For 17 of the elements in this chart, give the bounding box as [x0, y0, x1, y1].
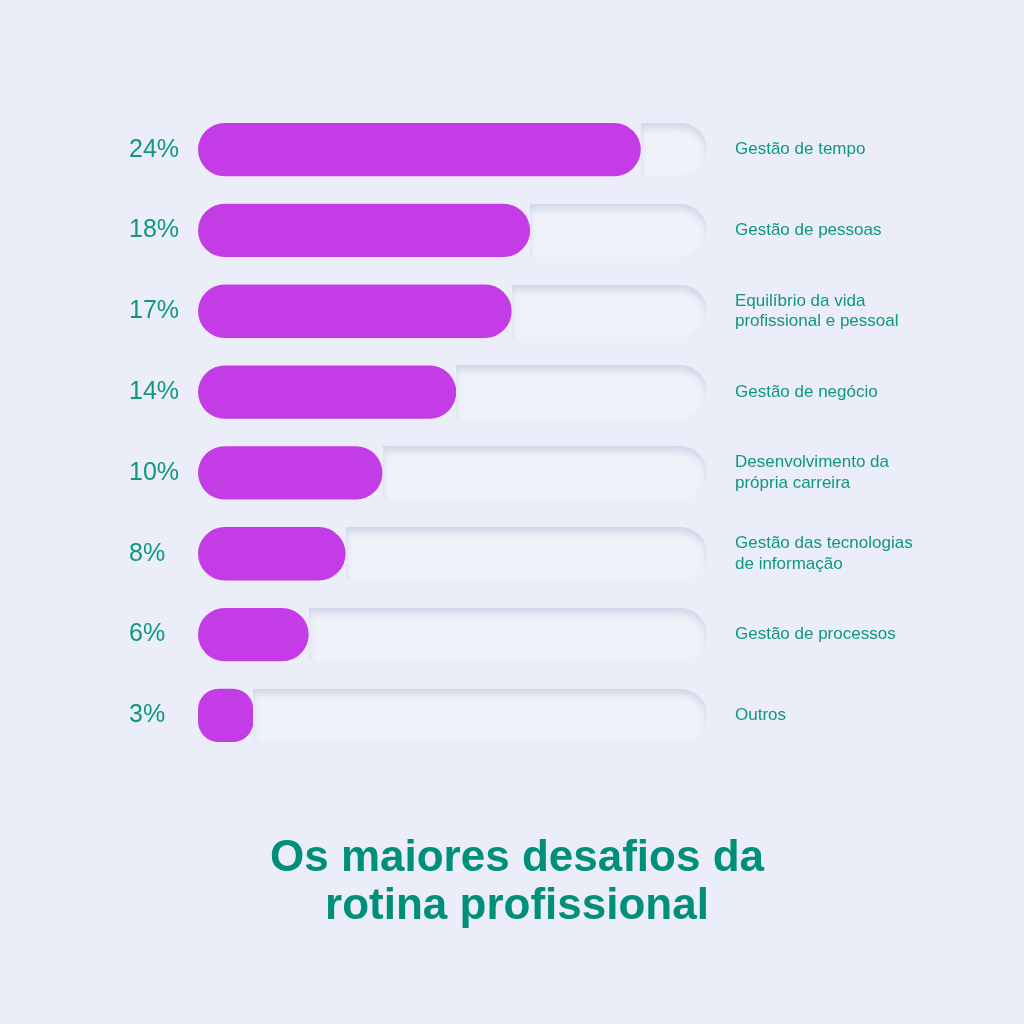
y-tick-label: Gestão de tempo [735, 139, 866, 159]
y-tick-label: Gestão de pessoas [735, 220, 882, 240]
data-label: 17% [129, 295, 180, 324]
data-label: 24% [129, 133, 180, 162]
data-label: 6% [129, 618, 166, 647]
data-label: 18% [129, 214, 180, 243]
data-label: 8% [129, 537, 166, 566]
data-label: 10% [129, 456, 180, 485]
data-label: 3% [129, 699, 166, 728]
text: Os maiores desafios da rotina profissional [269, 831, 766, 928]
y-tick-label: Gestão de negócio [735, 381, 878, 401]
y-tick-label: Gestão das tecnologias de informação [735, 533, 913, 573]
y-tick-label: Desenvolvimento da própria carreira [735, 452, 890, 492]
y-tick-label: Outros [735, 705, 787, 725]
y-tick-label: Gestão de processos [735, 624, 896, 644]
data-label: 14% [129, 375, 180, 404]
y-tick-label: Equilíbrio da vida profissional e pessoal [735, 290, 899, 331]
